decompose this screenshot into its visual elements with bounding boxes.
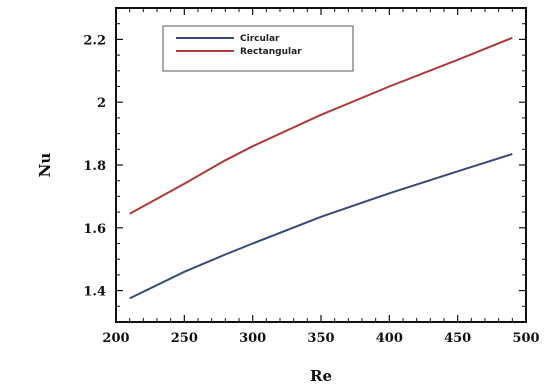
y-tick-label: 1.8 — [83, 159, 106, 174]
x-tick-label: 300 — [239, 331, 266, 346]
x-tick-label: 400 — [376, 331, 403, 346]
x-tick-label: 200 — [102, 331, 129, 346]
axis-ticks — [115, 8, 527, 322]
x-tick-label: 500 — [512, 331, 539, 346]
legend-box — [162, 25, 354, 72]
y-axis-title: Nu — [36, 153, 54, 178]
y-tick-label: 2.2 — [83, 33, 106, 48]
legend: Circular Rectangular — [162, 25, 354, 72]
x-tick-label: 450 — [444, 331, 471, 346]
series-lines — [129, 36, 513, 300]
x-tick-label: 250 — [171, 331, 198, 346]
y-tick-label: 2 — [97, 96, 106, 111]
x-tick-label: 350 — [307, 331, 334, 346]
legend-label-rectangular: Rectangular — [240, 47, 302, 57]
y-tick-label: 1.6 — [83, 222, 106, 237]
series-line-circular — [129, 153, 513, 300]
series-line-rectangular — [129, 36, 513, 215]
y-tick-label: 1.4 — [83, 285, 106, 300]
x-axis-title: Re — [310, 367, 332, 385]
legend-label-circular: Circular — [240, 34, 280, 44]
tick-labels: 200 250 300 350 400 450 500 1.4 1.6 1.8 2 2.2 — [83, 33, 539, 346]
